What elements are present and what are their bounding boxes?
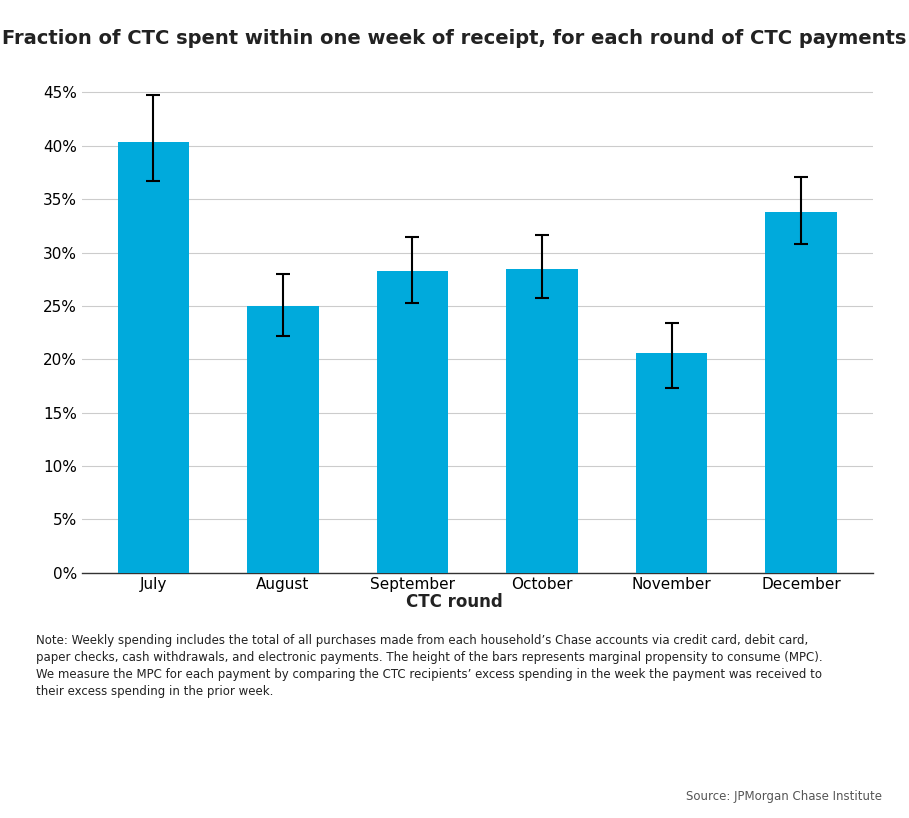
Bar	[377, 271, 448, 573]
Bar	[636, 353, 707, 573]
Bar	[765, 212, 836, 573]
Bar	[247, 306, 318, 573]
Bar	[118, 142, 189, 573]
Text: CTC round: CTC round	[406, 593, 503, 611]
Text: Fraction of CTC spent within one week of receipt, for each round of CTC payments: Fraction of CTC spent within one week of…	[3, 29, 906, 47]
Text: Note: Weekly spending includes the total of all purchases made from each househo: Note: Weekly spending includes the total…	[36, 634, 823, 698]
Text: Source: JPMorgan Chase Institute: Source: JPMorgan Chase Institute	[685, 790, 882, 803]
Bar	[506, 268, 577, 573]
